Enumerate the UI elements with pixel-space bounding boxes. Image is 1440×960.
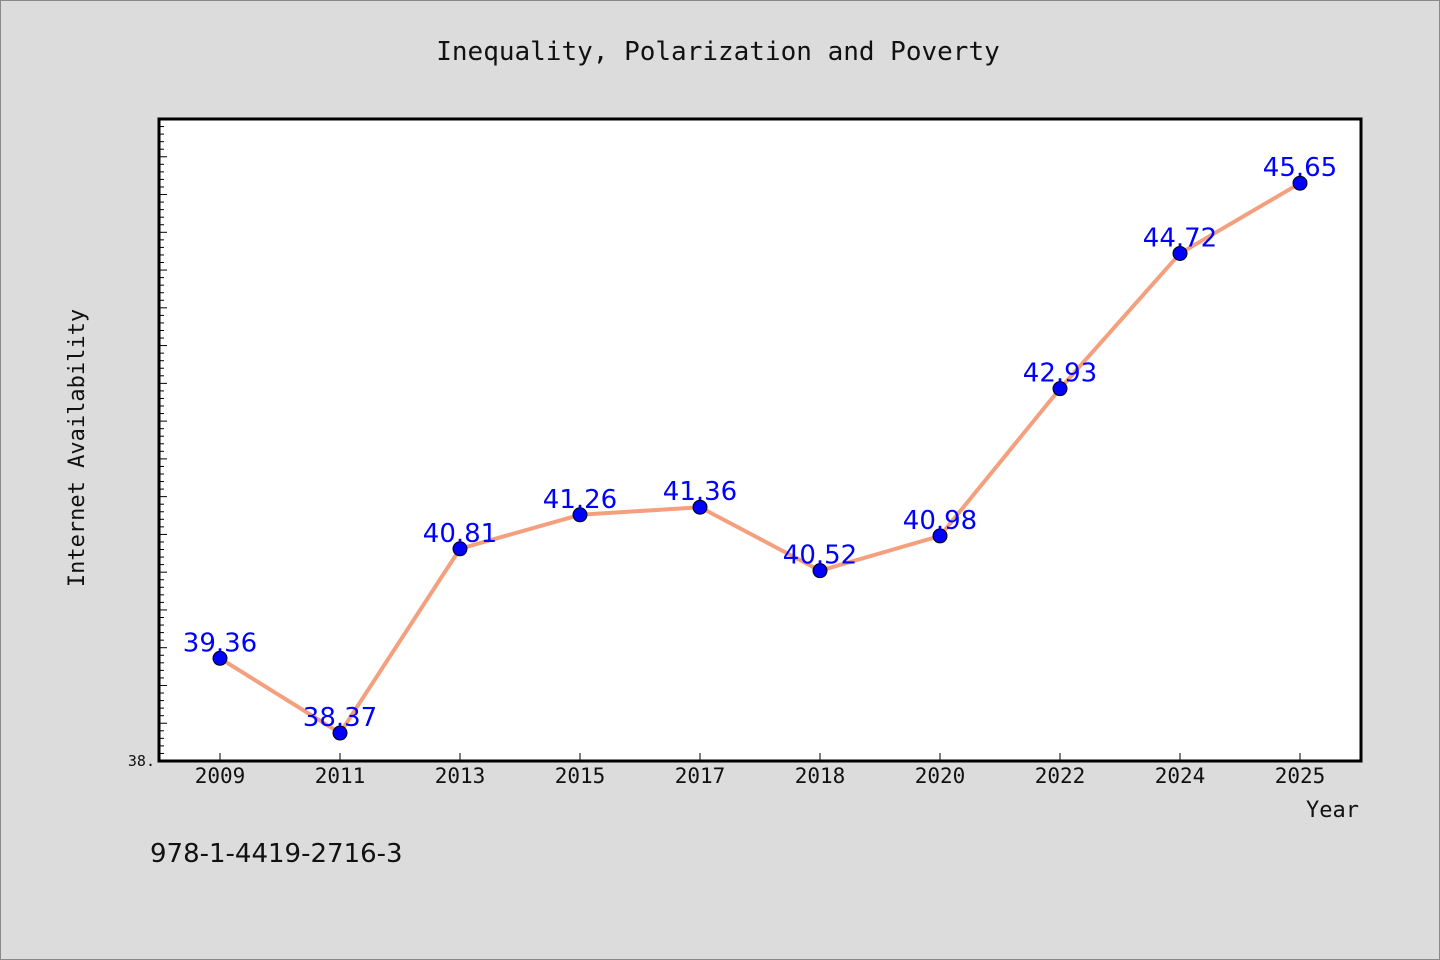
data-label-2017: 41.36 bbox=[663, 477, 737, 507]
x-tick-label-2015: 2015 bbox=[555, 764, 606, 788]
y-tick-label: 38. bbox=[128, 752, 155, 770]
x-tick-label-2013: 2013 bbox=[435, 764, 486, 788]
data-point-2013 bbox=[452, 541, 468, 557]
x-tick-label-2025: 2025 bbox=[1275, 764, 1326, 788]
data-point-2009 bbox=[212, 650, 228, 666]
data-label-2022: 42.93 bbox=[1023, 359, 1097, 389]
x-tick-label-2017: 2017 bbox=[675, 764, 726, 788]
series-layer bbox=[212, 175, 1308, 741]
data-point-2024 bbox=[1172, 245, 1188, 261]
series-line bbox=[218, 181, 1302, 736]
data-label-2013: 40.81 bbox=[423, 519, 497, 549]
data-label-2015: 41.26 bbox=[543, 485, 617, 515]
x-axis-label: Year bbox=[1306, 798, 1359, 823]
data-point-2018 bbox=[812, 563, 828, 579]
data-point-2020 bbox=[932, 528, 948, 544]
chart-title: Inequality, Polarization and Poverty bbox=[436, 37, 1000, 67]
x-tick-label-2018: 2018 bbox=[795, 764, 846, 788]
footer-isbn: 978-1-4419-2716-3 bbox=[150, 839, 403, 869]
data-labels: 39.36 38.37 40.81 41.26 41.36 40.52 40.98 42.93… bbox=[183, 153, 1337, 733]
data-label-2024: 44.72 bbox=[1143, 223, 1217, 253]
data-point-2017 bbox=[692, 499, 708, 515]
x-tick-label-2022: 2022 bbox=[1035, 764, 1086, 788]
data-label-2011: 38.37 bbox=[303, 703, 377, 733]
y-axis-ticks bbox=[159, 126, 167, 762]
data-point-2015 bbox=[572, 507, 588, 523]
data-point-2022 bbox=[1052, 381, 1068, 397]
data-label-2020: 40.98 bbox=[903, 506, 977, 536]
plot-area bbox=[157, 117, 1363, 763]
data-point-2011 bbox=[332, 725, 348, 741]
data-label-2009: 39.36 bbox=[183, 628, 257, 658]
x-tick-label-2024: 2024 bbox=[1155, 764, 1206, 788]
data-point-2025 bbox=[1292, 175, 1308, 191]
y-axis-label: Internet Availability bbox=[65, 309, 90, 587]
data-label-2025: 45.65 bbox=[1263, 153, 1337, 183]
x-axis-ticks: 2009 2011 2013 2015 2017 2018 2020 2022 2024 2025 bbox=[195, 753, 1326, 788]
x-tick-label-2011: 2011 bbox=[315, 764, 366, 788]
data-label-2018: 40.52 bbox=[783, 541, 857, 571]
x-tick-label-2020: 2020 bbox=[915, 764, 966, 788]
x-tick-label-2009: 2009 bbox=[195, 764, 246, 788]
